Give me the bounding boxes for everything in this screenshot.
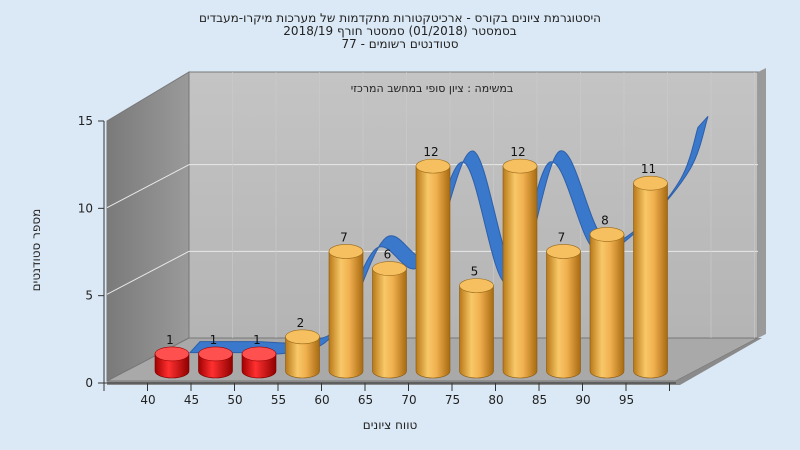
bar (285, 329, 320, 379)
side-wall (106, 71, 190, 382)
trend-ribbon-path (188, 115, 709, 355)
x-axis-label: טווח ציונים (363, 418, 418, 432)
y-tick-label: 10 (78, 201, 93, 215)
y-ticks: 0 5 10 15 (78, 114, 104, 390)
bar (415, 158, 451, 379)
x-tick-label: 65 (358, 393, 373, 407)
floor-right-edge (676, 338, 762, 385)
bar-value-label: 8 (601, 213, 609, 227)
x-tick-label: 95 (619, 393, 634, 407)
bar (198, 346, 233, 379)
bar-value-label: 7 (558, 230, 566, 244)
x-tick-label: 60 (314, 393, 329, 407)
title-line: היסטוגרמת ציונים בקורס - ארכיטקטורות מתק… (199, 11, 601, 25)
bar (546, 244, 581, 379)
x-tick-label: 50 (227, 393, 242, 407)
title-line: סטודנטים רשומים - 77 (341, 37, 458, 51)
bar-value-label: 6 (384, 248, 392, 262)
title-line: בסמסטר (01/2018) סמסטר חורף 2018/19 (283, 24, 516, 38)
bar (328, 244, 364, 379)
bar (502, 158, 538, 379)
x-ticks: 40 45 50 55 60 65 70 75 80 85 90 95 (103, 383, 670, 407)
x-tick-label: 80 (488, 393, 503, 407)
bar (589, 227, 625, 379)
bar (459, 278, 494, 379)
x-tick-label: 40 (140, 393, 155, 407)
bar-value-label: 12 (423, 145, 438, 159)
x-tick-label: 85 (532, 393, 547, 407)
gridline (106, 250, 190, 295)
right-wall (758, 68, 766, 338)
y-tick-label: 5 (85, 289, 93, 303)
chart-subtitle: במשימה : ציון סופי במחשב המרכזי (351, 82, 514, 95)
x-tick-label: 75 (445, 393, 460, 407)
bar-value-label: 7 (340, 230, 348, 244)
x-tick-label: 55 (271, 393, 286, 407)
gridline (106, 164, 190, 209)
bar-value-label: 1 (210, 333, 218, 347)
bar-value-label: 11 (641, 162, 656, 176)
y-tick-label: 0 (85, 376, 93, 390)
x-tick-label: 90 (575, 393, 590, 407)
bar (372, 261, 407, 379)
bar (154, 346, 190, 379)
bar-value-label: 1 (253, 333, 261, 347)
y-axis-label: מספר סטודנטים (29, 209, 43, 292)
bar-value-label: 2 (297, 316, 305, 330)
bar (241, 346, 277, 379)
bar-value-label: 5 (471, 265, 479, 279)
y-tick-label: 15 (78, 114, 93, 128)
trend-ribbon (188, 115, 709, 355)
bar-value-label: 1 (166, 333, 174, 347)
bar (633, 175, 668, 379)
x-tick-label: 70 (401, 393, 416, 407)
chart-title: היסטוגרמת ציונים בקורס - ארכיטקטורות מתק… (199, 11, 601, 51)
bar-value-label: 12 (510, 145, 525, 159)
x-tick-label: 45 (184, 393, 199, 407)
